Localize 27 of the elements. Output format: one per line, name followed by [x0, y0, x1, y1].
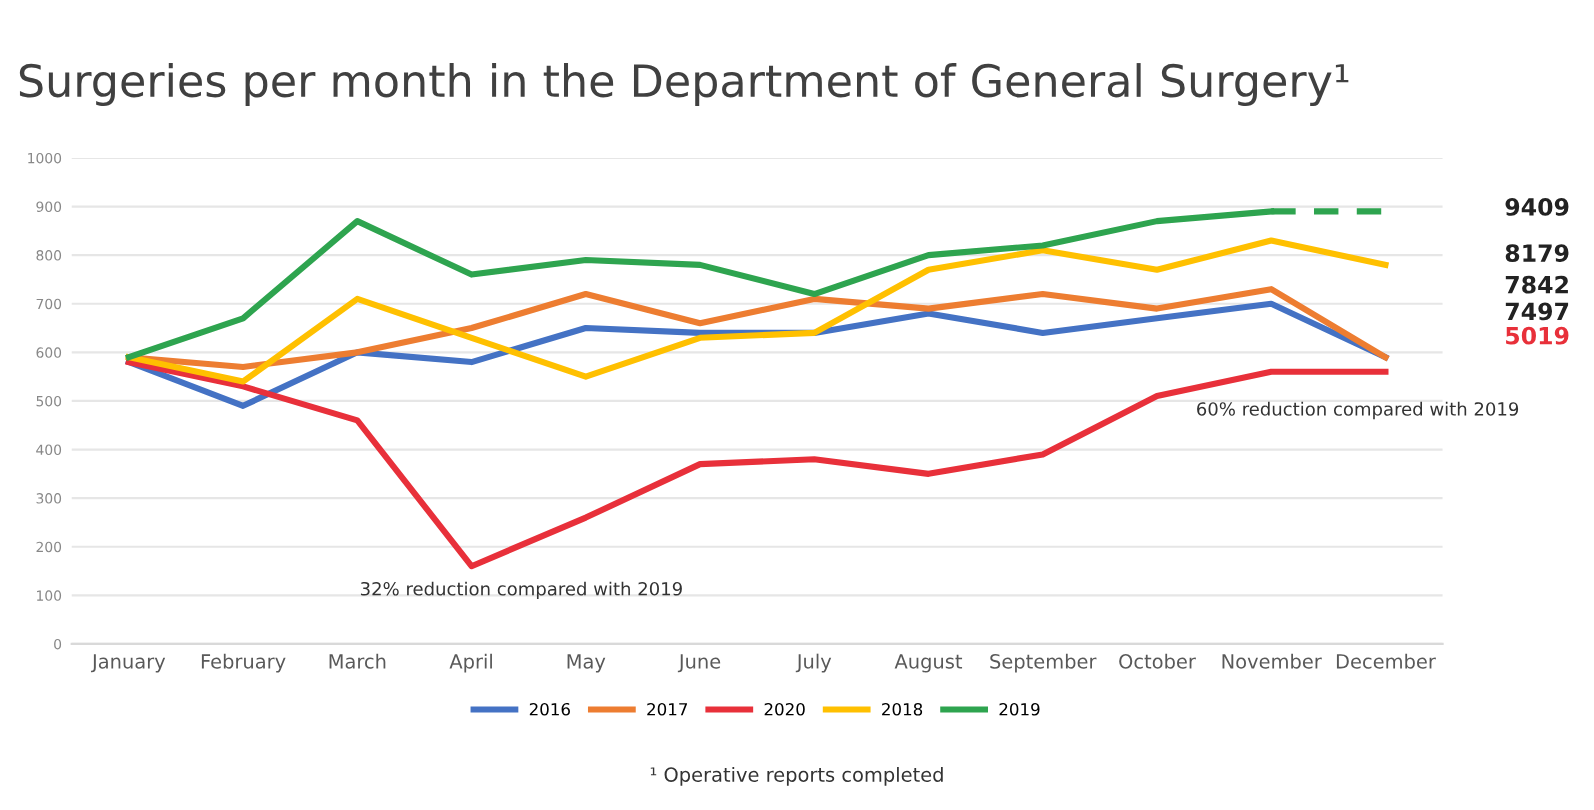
text: 5019: [1506, 326, 1569, 345]
x-tick-label: July: [795, 653, 832, 673]
x-tick-label: March: [329, 653, 386, 669]
x-tick-label: June: [677, 654, 721, 673]
x-tick-label: April: [449, 653, 492, 673]
x-tick-label: October: [1119, 653, 1196, 669]
text: 7497: [1505, 302, 1569, 321]
x-tick-label: February: [201, 653, 286, 673]
text: 7842: [1505, 275, 1568, 294]
x-tick-label: September: [990, 653, 1097, 673]
x-tick-label: January: [90, 654, 166, 673]
legend-label: 2018: [882, 702, 923, 716]
line-series: [125, 237, 1389, 385]
text: 8179: [1505, 244, 1569, 262]
legend-label: 2017: [647, 702, 688, 716]
x-tick-label: December: [1336, 653, 1436, 669]
annotation: 32% reduction compared with 2019: [360, 581, 682, 600]
legend-label: 2019: [999, 702, 1040, 716]
x-tick-label: November: [1222, 653, 1322, 669]
x-tick-label: May: [567, 654, 606, 673]
legend-label: 2020: [764, 702, 805, 716]
text: ¹ Operative reports completed: [650, 766, 943, 786]
text: 9409: [1505, 197, 1569, 216]
legend-label: 2016: [529, 702, 570, 716]
annotation: 60% reduction compared with 2019: [1197, 401, 1519, 420]
x-tick-label: August: [894, 654, 963, 673]
chart-title: Surgeries per month in the Department of General Surgery¹: [19, 63, 1349, 107]
